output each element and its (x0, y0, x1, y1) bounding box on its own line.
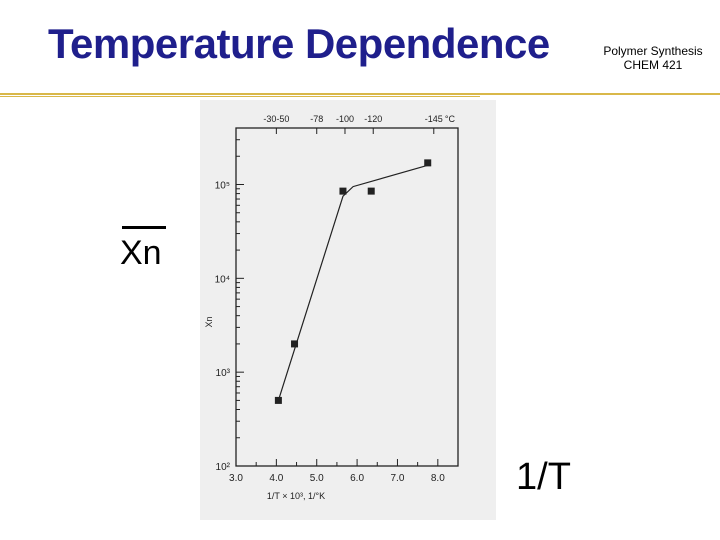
overbar (122, 226, 166, 229)
y-tick-label: 10⁵ (215, 180, 230, 191)
x-tick-label: 3.0 (229, 473, 243, 484)
plot-frame (235, 127, 459, 467)
x-tick-label: 5.0 (310, 473, 324, 484)
trend-line (277, 164, 428, 401)
x-tick-label: 6.0 (350, 473, 364, 484)
top-axis-label: -120 (364, 114, 382, 124)
course-code: CHEM 421 (623, 58, 683, 72)
y-tick-label: 10³ (216, 368, 231, 379)
data-point (339, 187, 347, 195)
slide-y-label: Xn (120, 226, 166, 273)
data-point (291, 340, 299, 348)
data-point (274, 396, 282, 404)
course-name: Polymer Synthesis (603, 44, 703, 58)
top-axis-label: -78 (310, 114, 323, 124)
x-tick-label: 7.0 (391, 473, 405, 484)
x-tick-label: 8.0 (431, 473, 445, 484)
title-rule (0, 93, 720, 95)
top-axis-label: -100 (336, 114, 354, 124)
title-rule-thin (0, 96, 480, 97)
slide-y-label-text: Xn (120, 234, 162, 272)
slide-title: Temperature Dependence (48, 20, 550, 67)
y-axis-label: Xn (204, 316, 214, 327)
slide-x-label: 1/T (516, 456, 571, 498)
y-tick-label: 10² (216, 462, 231, 473)
data-point (424, 159, 432, 167)
x-axis-label: 1/T × 10³, 1/°K (267, 491, 325, 501)
top-axis-unit: °C (445, 114, 456, 124)
data-point (367, 187, 375, 195)
top-axis-label: -30-50 (263, 114, 289, 124)
top-axis-label: -145 (425, 114, 443, 124)
course-label: Polymer Synthesis CHEM 421 (588, 44, 718, 72)
y-tick-label: 10⁴ (215, 274, 230, 285)
x-tick-label: 4.0 (269, 473, 283, 484)
scanned-figure (200, 100, 496, 520)
